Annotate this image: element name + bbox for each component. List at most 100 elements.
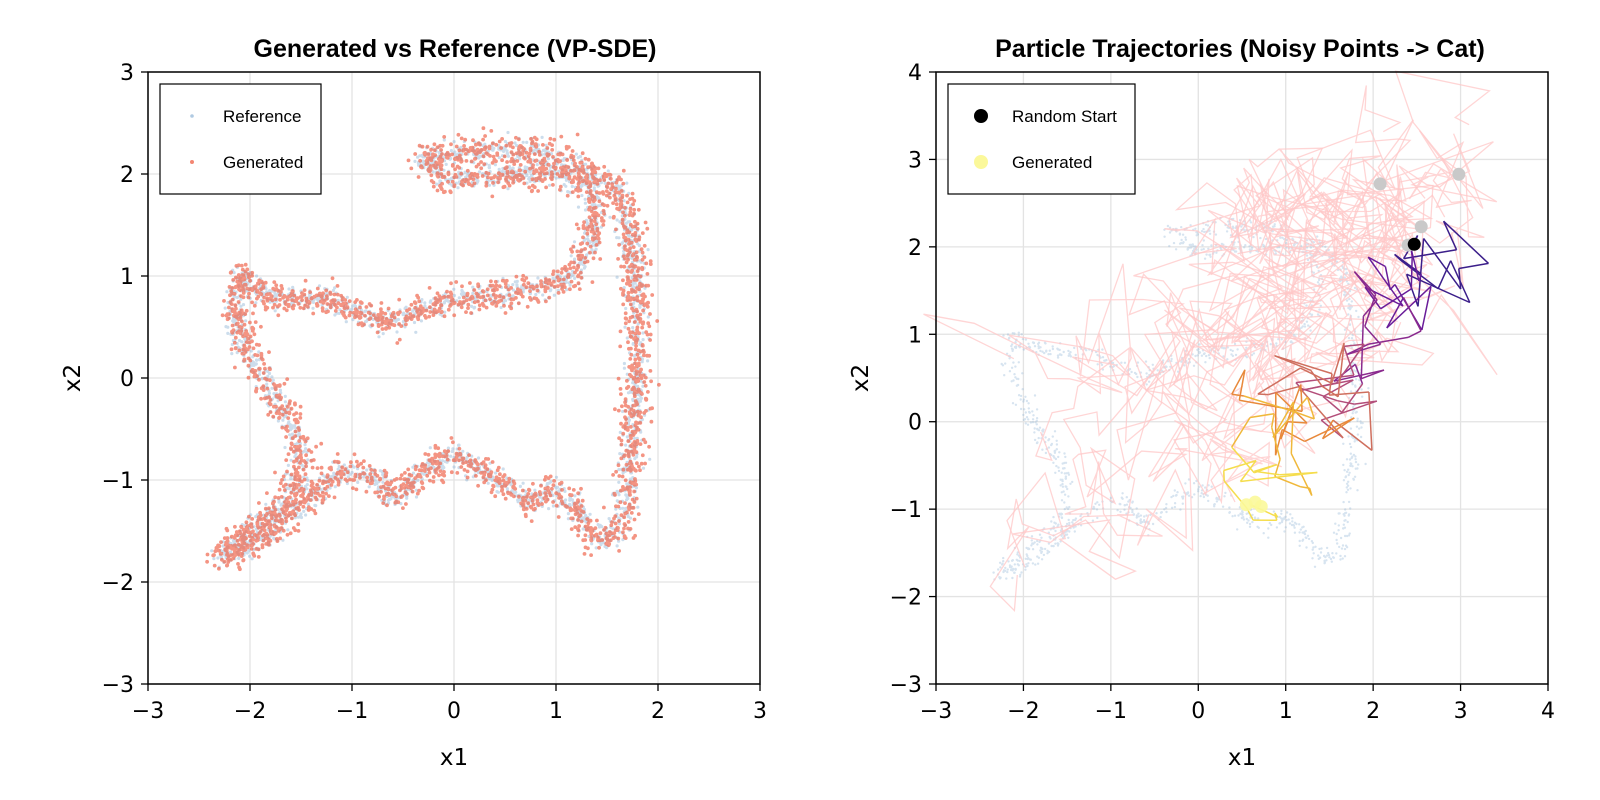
scatter-point [635,421,640,425]
scatter-point [491,292,496,297]
scatter-point [419,164,424,169]
scatter-point [361,471,366,476]
scatter-point [471,291,475,295]
scatter-point [629,449,634,454]
scatter-point [285,404,290,409]
scatter-point [480,295,485,299]
scatter-point [491,181,495,185]
scatter-point [632,296,637,301]
scatter-point [265,533,270,537]
scatter-point [518,484,523,488]
scatter-point [633,436,637,440]
scatter-point [257,501,261,505]
scatter-point [270,375,274,379]
scatter-point [386,487,391,492]
scatter-point [573,270,577,275]
scatter-point [220,557,224,562]
scatter-point [351,310,356,315]
scatter-point [312,294,317,299]
scatter-point [577,180,582,185]
scatter-point [426,152,431,157]
scatter-point [413,476,418,480]
scatter-point [484,180,489,185]
scatter-point [509,150,514,155]
scatter-point [418,158,422,163]
scatter-point [302,449,306,453]
scatter-point [633,347,638,352]
scatter-point [595,195,599,199]
scatter-point [411,465,415,469]
scatter-point [450,449,454,454]
scatter-point [496,171,501,176]
scatter-point [457,180,461,184]
scatter-point [391,486,396,491]
scatter-point [621,181,626,186]
scatter-point [291,499,295,504]
scatter-point [640,343,645,347]
scatter-point [250,329,255,333]
scatter-point [617,519,621,523]
scatter-point [618,500,623,505]
scatter-point [304,296,309,301]
scatter-point [528,148,533,153]
scatter-point [373,482,377,487]
scatter-point [264,518,268,523]
scatter-point [631,397,635,401]
scatter-point [544,149,548,153]
scatter-point [619,202,624,207]
scatter-point [517,497,521,501]
scatter-point [529,504,533,509]
scatter-point [311,306,315,310]
scatter-point [617,549,621,553]
scatter-point [502,148,506,152]
scatter-point [609,523,614,528]
scatter-point [450,179,455,184]
scatter-point [246,363,251,368]
scatter-point [239,304,243,308]
scatter-point [467,453,471,457]
scatter-point [539,284,544,289]
scatter-point [453,172,458,177]
scatter-point [440,152,444,156]
scatter-point [260,377,264,381]
scatter-point [464,298,469,303]
scatter-point [261,285,266,290]
scatter-point [604,174,609,179]
scatter-point [506,152,510,156]
scatter-point [431,170,435,174]
scatter-point [232,540,236,544]
scatter-point [581,516,586,520]
scatter-point [631,284,635,288]
scatter-point [633,361,638,366]
scatter-point [381,480,385,484]
scatter-point [424,316,428,320]
scatter-point [376,324,381,328]
scatter-point [614,202,619,207]
scatter-point [440,465,445,469]
scatter-point [621,471,625,475]
scatter-point [235,351,239,355]
scatter-point [265,292,270,296]
scatter-point [589,218,594,223]
scatter-point [370,323,375,327]
scatter-point [615,499,619,503]
scatter-point [464,460,468,465]
scatter-point [449,436,454,440]
scatter-point [321,494,326,499]
scatter-point [486,481,490,485]
scatter-point [639,461,644,466]
scatter-point [626,520,631,524]
scatter-point [482,473,487,477]
scatter-point [407,484,412,489]
scatter-point [630,228,634,232]
scatter-point [482,162,487,167]
scatter-point [503,139,507,144]
scatter-point [604,189,609,194]
scatter-point [447,153,452,158]
scatter-point [442,174,447,179]
scatter-point [511,166,515,170]
scatter-point [380,327,385,331]
scatter-point [272,404,276,409]
scatter-point [267,391,271,395]
scatter-point [571,244,576,249]
